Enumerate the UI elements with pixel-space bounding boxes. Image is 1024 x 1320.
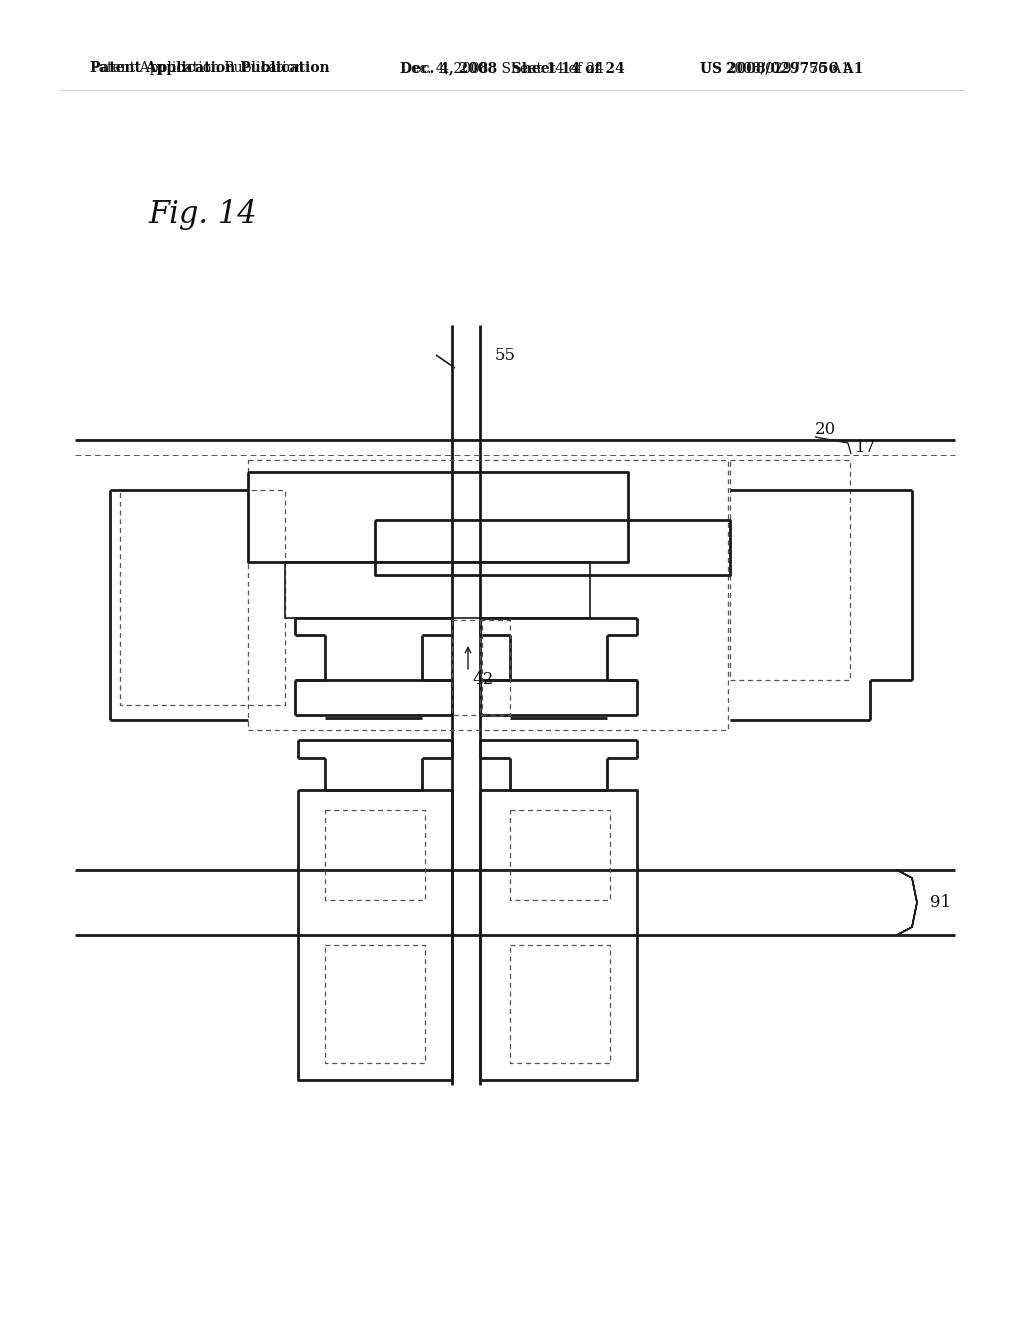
Text: Patent Application Publication: Patent Application Publication [90, 61, 330, 75]
Text: 42: 42 [472, 672, 494, 689]
Text: US 2008/0297756 A1: US 2008/0297756 A1 [700, 61, 863, 75]
Text: Dec. 4, 2008   Sheet 14 of 24: Dec. 4, 2008 Sheet 14 of 24 [400, 61, 625, 75]
Text: 91: 91 [930, 894, 951, 911]
Text: 20: 20 [815, 421, 837, 438]
Text: Fig. 14: Fig. 14 [148, 199, 257, 231]
Text: US 2008/0297756 A1: US 2008/0297756 A1 [700, 61, 850, 75]
Text: Patent Application Publication: Patent Application Publication [90, 61, 304, 75]
Text: 55: 55 [495, 346, 516, 363]
Text: Dec. 4, 2008   Sheet 14 of 24: Dec. 4, 2008 Sheet 14 of 24 [400, 61, 604, 75]
Text: 17: 17 [855, 440, 877, 457]
